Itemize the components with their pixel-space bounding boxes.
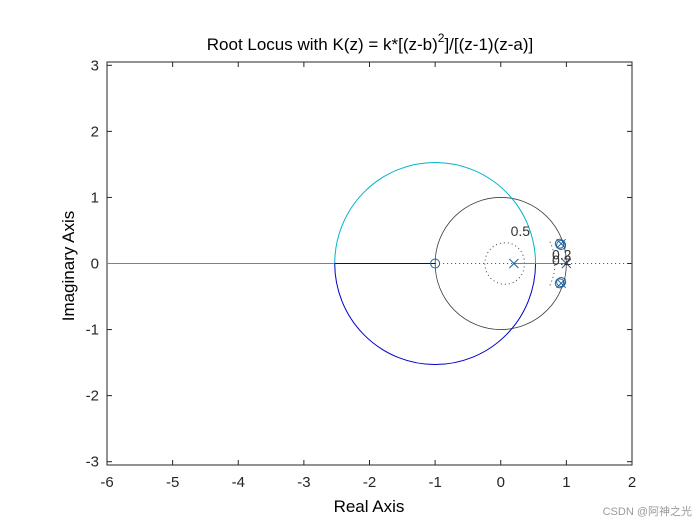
marker-layer: [430, 238, 572, 289]
zero-marker: [556, 240, 567, 251]
y-tick-label: 3: [91, 57, 99, 74]
y-tick-label: 1: [91, 189, 99, 206]
y-tick-label: -3: [86, 454, 99, 471]
damping-label: 0.2: [552, 247, 572, 263]
pole-marker-stroke: [509, 258, 519, 269]
pole-marker: [556, 238, 566, 249]
x-ticks: -6 -5 -4 -3 -2 -1 0 1 2: [100, 62, 636, 491]
x-tick-label: -4: [232, 474, 245, 491]
locus-layer: [107, 161, 567, 366]
pole-marker: [556, 278, 566, 289]
y-tick-label: -1: [86, 322, 99, 339]
y-tick-label: -2: [86, 388, 99, 405]
zero-marker: [554, 278, 565, 289]
pole-marker-stroke: [561, 258, 572, 269]
damping-labels: 0.5 0.20.2: [511, 223, 572, 268]
y-tick-label: 0: [91, 256, 99, 273]
damping-label: 0.5: [511, 223, 531, 239]
zero-marker: [430, 258, 441, 269]
locus-branch-lower: [334, 263, 537, 366]
pole-marker: [509, 258, 519, 269]
y-tick-label: 2: [91, 123, 99, 140]
x-tick-label: 0: [497, 474, 505, 491]
chart-title: Root Locus with K(z) = k*[(z-b)2]/[(z-1)…: [207, 31, 533, 54]
x-tick-label: -2: [363, 474, 376, 491]
damping-curve: [484, 242, 525, 285]
x-tick-label: -5: [166, 474, 179, 491]
pole-marker-stroke: [556, 238, 566, 249]
x-axis-label: Real Axis: [334, 497, 405, 516]
zero-marker: [554, 238, 565, 249]
watermark: CSDN @阿神之光: [603, 504, 692, 518]
pole-marker: [561, 258, 572, 269]
x-tick-label: 1: [562, 474, 570, 491]
damping-label: 0.2: [552, 252, 572, 268]
y-ticks: 3 2 1 0 -1 -2 -3: [86, 57, 632, 471]
y-axis-label: Imaginary Axis: [59, 211, 78, 322]
locus-branch-upper: [334, 161, 537, 264]
pole-marker-stroke: [556, 278, 566, 289]
x-tick-label: -6: [100, 474, 113, 491]
zero-marker: [556, 276, 567, 287]
x-tick-label: -1: [428, 474, 441, 491]
x-tick-label: 2: [628, 474, 636, 491]
x-tick-label: -3: [297, 474, 310, 491]
